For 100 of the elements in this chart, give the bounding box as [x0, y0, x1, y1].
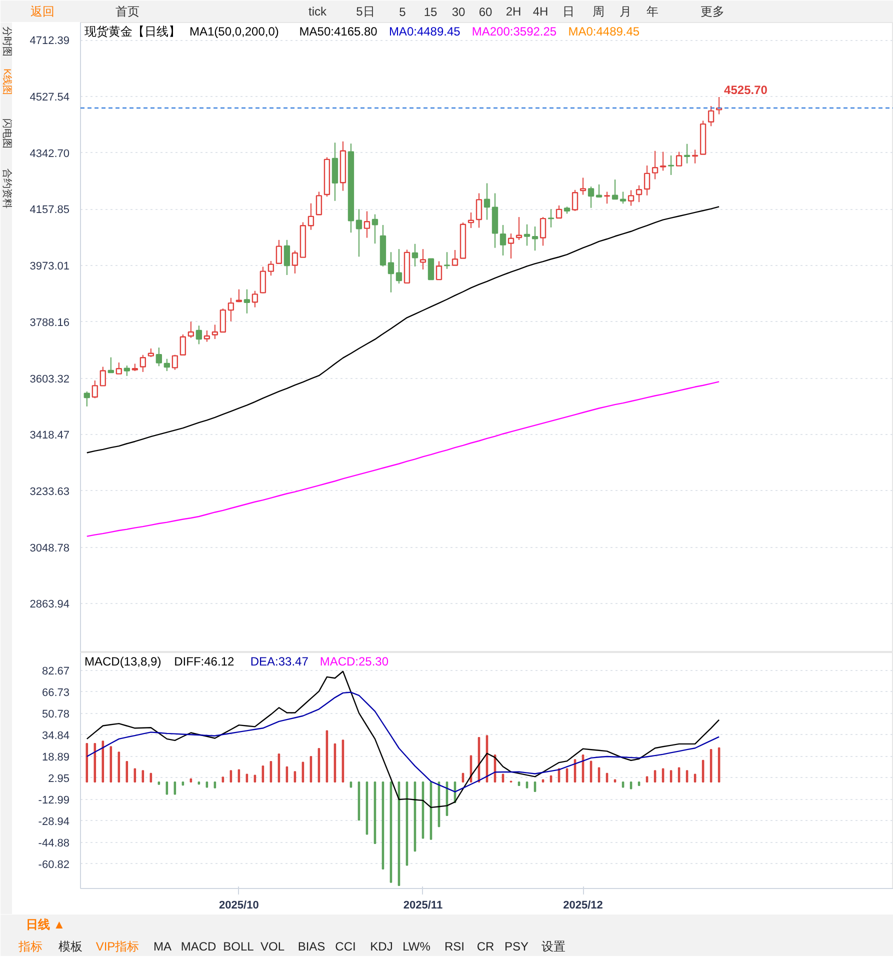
x-tick-label: 2025/12	[563, 900, 603, 912]
text: 60	[478, 5, 492, 19]
candlestick	[412, 243, 418, 267]
text: DEA:33.47	[250, 654, 309, 668]
candlestick	[660, 151, 666, 172]
text: CCI	[335, 940, 356, 954]
text: PSY	[504, 940, 529, 954]
y-tick-label: 2.95	[48, 772, 70, 785]
text: 更多	[700, 4, 724, 18]
candlestick	[180, 334, 186, 356]
text: 日线 ▲	[26, 918, 66, 932]
candlestick	[420, 248, 426, 270]
y-tick-label: 3048.78	[30, 542, 70, 554]
candlestick	[484, 182, 490, 220]
candlestick	[308, 202, 314, 230]
candlestick	[316, 191, 322, 216]
candlestick	[668, 154, 674, 176]
candlestick	[620, 191, 626, 204]
text: LW%	[402, 940, 431, 954]
candlestick	[172, 354, 178, 370]
candlestick	[212, 324, 218, 340]
text: 年	[646, 4, 658, 18]
y-tick-label: -60.82	[38, 858, 70, 871]
text: 首页	[116, 4, 140, 18]
text: 日	[562, 4, 574, 18]
text: 合约资料	[1, 168, 13, 208]
candlestick	[580, 177, 586, 196]
text: 4525.70	[724, 82, 768, 97]
y-tick-label: 18.89	[42, 751, 70, 764]
candlestick	[116, 362, 122, 374]
text: VOL	[260, 940, 285, 954]
x-tick-label: 2025/11	[403, 900, 443, 912]
annotation: MA0:4489.45	[568, 24, 640, 38]
chart-title: MACD(13,8,9)	[84, 654, 162, 668]
text: 分时图	[1, 26, 13, 56]
annotation: MA0:4489.45	[388, 24, 461, 38]
text: RSI	[444, 940, 465, 954]
candlestick	[444, 252, 450, 270]
candlestick	[500, 224, 506, 256]
candlestick	[196, 325, 202, 345]
candlestick	[396, 248, 402, 284]
candlestick	[676, 151, 682, 166]
text: 设置	[542, 940, 566, 954]
candlestick	[652, 150, 658, 180]
y-tick-label: 3788.16	[30, 316, 70, 329]
candlestick	[468, 212, 474, 229]
candlestick	[228, 297, 234, 322]
text: 4H	[532, 4, 548, 18]
text: VIP指标	[96, 940, 140, 954]
candlestick	[540, 216, 546, 246]
annotation: MACD:25.30	[320, 654, 389, 668]
y-tick-label: 3418.47	[30, 430, 70, 442]
candlestick	[692, 149, 698, 164]
text: 闪电图	[1, 118, 13, 148]
candlestick	[436, 260, 442, 280]
text: 月	[620, 4, 632, 18]
candlestick	[100, 366, 106, 386]
candlestick	[428, 258, 434, 280]
text: 指标	[18, 940, 42, 954]
y-tick-label: 4527.54	[30, 91, 70, 104]
candlestick	[476, 192, 482, 228]
candlestick	[548, 208, 554, 228]
y-tick-label: 2863.94	[30, 598, 70, 611]
candlestick	[276, 239, 282, 264]
y-tick-label: -12.99	[38, 794, 70, 806]
candlestick	[524, 224, 530, 246]
y-tick-label: 3233.63	[30, 486, 70, 498]
line-series	[86, 381, 720, 537]
candlestick	[356, 208, 362, 258]
candlestick	[684, 143, 690, 164]
candlestick	[452, 249, 458, 266]
text: tick	[308, 4, 328, 18]
text: 2H	[506, 4, 522, 18]
y-tick-label: 34.84	[42, 730, 70, 742]
candlestick	[140, 354, 146, 372]
candlestick	[372, 214, 378, 244]
y-tick-label: 4342.70	[30, 148, 70, 160]
candlestick	[92, 380, 98, 399]
candlestick	[220, 308, 226, 333]
text: BIAS	[298, 940, 326, 954]
candlestick	[124, 365, 130, 376]
candlestick	[244, 288, 250, 314]
candlestick	[516, 216, 522, 240]
text: 15	[424, 5, 438, 19]
y-tick-label: 50.78	[42, 708, 70, 720]
candlestick	[292, 250, 298, 274]
text: 5日	[356, 4, 375, 18]
line-series	[86, 206, 720, 454]
candlestick	[252, 290, 258, 308]
candlestick	[612, 179, 618, 200]
text: 返回	[30, 4, 54, 18]
candlestick	[268, 260, 274, 276]
candlestick	[508, 233, 514, 260]
candlestick	[260, 266, 266, 294]
candlestick	[204, 330, 210, 342]
candlestick	[556, 204, 562, 219]
y-tick-label: 3603.32	[30, 373, 70, 386]
line-series	[86, 692, 720, 792]
text: MA50:4165.80	[299, 24, 378, 38]
text: 模板	[58, 940, 82, 954]
